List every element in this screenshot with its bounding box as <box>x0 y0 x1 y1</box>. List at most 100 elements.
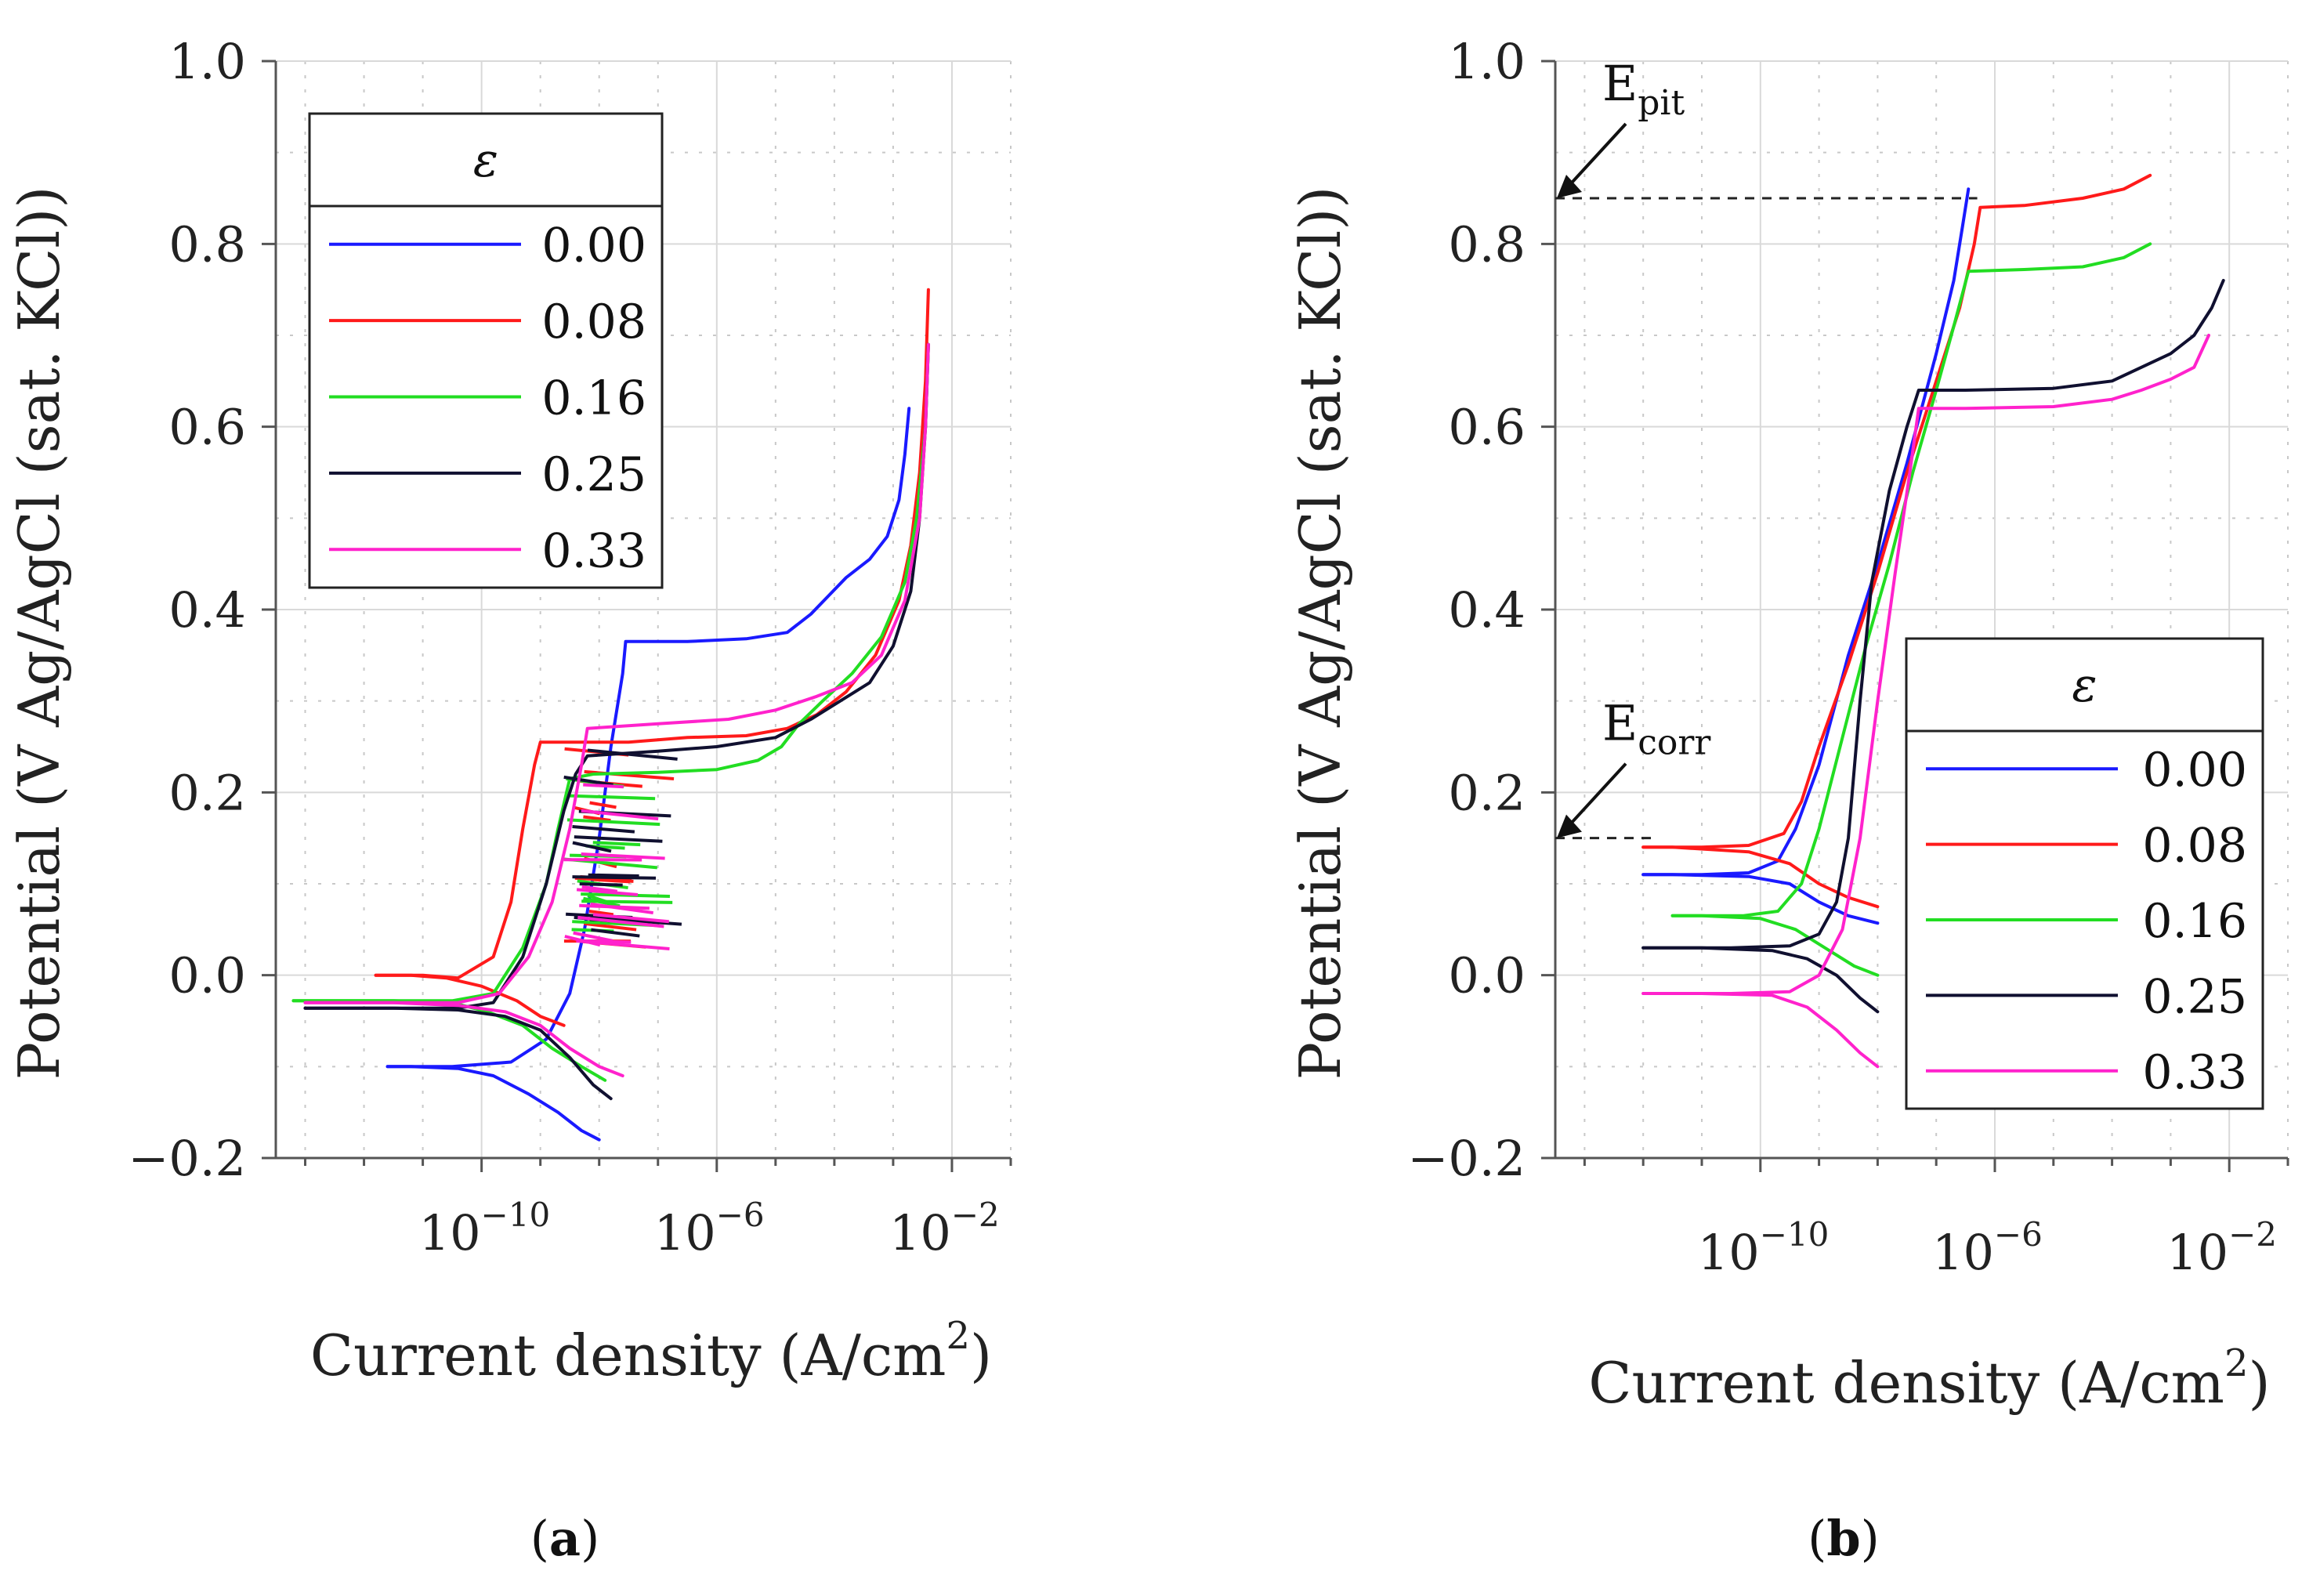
x-tick-base: 10 <box>2166 1224 2228 1281</box>
x-tick-label: 10−10 <box>1698 1215 1830 1281</box>
x-tick-base: 10 <box>419 1204 481 1261</box>
series-line-0.33-anodic <box>1641 334 2210 995</box>
x-tick-base: 10 <box>1698 1224 1760 1281</box>
x-tick-label: 10−2 <box>889 1196 1000 1261</box>
annotation-main: E <box>1602 695 1638 752</box>
annotation-arrow <box>1563 122 1627 192</box>
x-axis-label-text: Current density (A/cm <box>310 1323 946 1388</box>
series-group <box>1641 173 2225 1069</box>
annotation-label: Ecorr <box>1602 695 1711 763</box>
pitting-spike <box>583 815 611 823</box>
legend-label: 0.16 <box>541 371 646 426</box>
pitting-spike <box>566 818 661 827</box>
y-axis-label: Potential (V Ag/AgCl (sat. KCl)) <box>6 186 72 1080</box>
series-line-0.16-anodic <box>1670 242 2152 917</box>
arrowhead-icon <box>1557 175 1582 198</box>
legend-label: 0.33 <box>541 523 646 578</box>
pitting-spike <box>579 903 650 910</box>
legend-label: 0.25 <box>541 447 646 502</box>
y-tick-label: 0.6 <box>168 399 246 456</box>
panel-label-close: ) <box>1861 1510 1880 1567</box>
pitting-spike <box>584 921 637 932</box>
pitting-spike <box>574 835 663 843</box>
panel-label-open: ( <box>530 1510 549 1567</box>
pitting-spike <box>579 882 623 887</box>
legend: ε 0.00 0.08 0.16 0.25 0.33 <box>1905 637 2264 1110</box>
x-axis-label-sup: 2 <box>946 1314 970 1358</box>
y-tick-label: 0.0 <box>168 947 246 1004</box>
pitting-spike <box>563 775 613 787</box>
series-line-0.25-anodic <box>1641 279 2225 950</box>
legend-title: ε <box>2072 658 2097 713</box>
x-axis-label-sup: 2 <box>2224 1341 2249 1385</box>
legend: ε 0.00 0.08 0.16 0.25 0.33 <box>308 112 664 589</box>
y-tick-label: 0.0 <box>1448 947 1526 1004</box>
legend-label: 0.00 <box>541 219 646 273</box>
series-line-0.33-anodic <box>303 342 930 1004</box>
x-tick-exponent: −2 <box>2228 1215 2277 1254</box>
x-tick-label: 10−6 <box>654 1196 765 1261</box>
annotation-subscript: pit <box>1638 83 1685 123</box>
pitting-spike <box>572 824 635 834</box>
x-axis-label-close: ) <box>2249 1350 2271 1416</box>
pitting-spike <box>581 852 665 860</box>
x-axis-label: Current density (A/cm2) <box>310 1314 992 1388</box>
y-tick-label: 1.0 <box>168 33 246 90</box>
annotation-main: E <box>1602 55 1638 112</box>
y-tick-label: −0.2 <box>1407 1130 1526 1187</box>
legend-label: 0.33 <box>2142 1045 2247 1100</box>
legend-label: 0.00 <box>2142 743 2247 798</box>
pitting-spike <box>590 916 682 926</box>
annotation-subscript: corr <box>1638 723 1711 763</box>
x-tick-label: 10−6 <box>1932 1215 2043 1281</box>
pitting-spike <box>588 910 614 917</box>
y-tick-label: −0.2 <box>128 1130 246 1187</box>
pitting-spike <box>583 896 621 908</box>
y-tick-label: 0.2 <box>1448 764 1526 821</box>
panel-label-open: ( <box>1808 1510 1826 1567</box>
x-tick-exponent: −2 <box>951 1196 1000 1234</box>
pitting-spike <box>587 748 678 761</box>
x-tick-label: 10−2 <box>2166 1215 2277 1281</box>
y-tick-label: 0.4 <box>1448 581 1526 639</box>
chart-panel-b: −0.20.00.20.40.60.81.010−10 10−6 10−2Poten… <box>1287 33 2289 1567</box>
x-tick-base: 10 <box>654 1204 716 1261</box>
panel-label-letter: a <box>549 1510 581 1567</box>
pitting-spike <box>588 873 639 878</box>
series-line-0.00-anodic <box>1641 187 1971 877</box>
legend-box <box>308 112 664 589</box>
x-axis-label: Current density (A/cm2) <box>1588 1341 2270 1416</box>
legend-title: ε <box>473 133 498 188</box>
pitting-spike <box>576 888 639 896</box>
pitting-spike <box>573 931 613 943</box>
legend-box <box>1905 637 2264 1110</box>
pitting-spike <box>592 841 641 847</box>
y-axis-label: Potential (V Ag/AgCl (sat. KCl)) <box>1287 186 1353 1080</box>
x-axis-label-close: ) <box>970 1323 992 1388</box>
pitting-spike <box>581 809 659 821</box>
pitting-spike <box>564 935 601 947</box>
legend-label: 0.08 <box>541 295 646 349</box>
series-group <box>291 288 930 1142</box>
annotation-label: Epit <box>1602 55 1685 123</box>
legend-label: 0.08 <box>2142 819 2247 874</box>
pitting-spike <box>568 794 656 801</box>
x-tick-exponent: −10 <box>1760 1215 1830 1254</box>
x-tick-label: 10−10 <box>419 1196 551 1261</box>
series-line-0.16-anodic <box>291 342 930 1003</box>
y-tick-label: 0.6 <box>1448 399 1526 456</box>
pitting-spike <box>592 878 630 884</box>
y-tick-label: 0.2 <box>168 764 246 821</box>
chart-panel-a: −0.20.00.20.40.60.81.010−10 10−6 10−2Poten… <box>6 33 1012 1567</box>
series-line-0.08-anodic <box>1641 173 2152 849</box>
x-tick-exponent: −6 <box>1994 1215 2043 1254</box>
x-tick-base: 10 <box>889 1204 951 1261</box>
legend-label: 0.25 <box>2142 969 2247 1024</box>
y-tick-label: 1.0 <box>1448 33 1526 90</box>
panel-label: (b) <box>1808 1510 1880 1567</box>
legend-label: 0.16 <box>2142 894 2247 949</box>
panel-label-close: ) <box>581 1510 599 1567</box>
pitting-spike <box>572 875 657 880</box>
annotation-arrow <box>1563 762 1627 832</box>
